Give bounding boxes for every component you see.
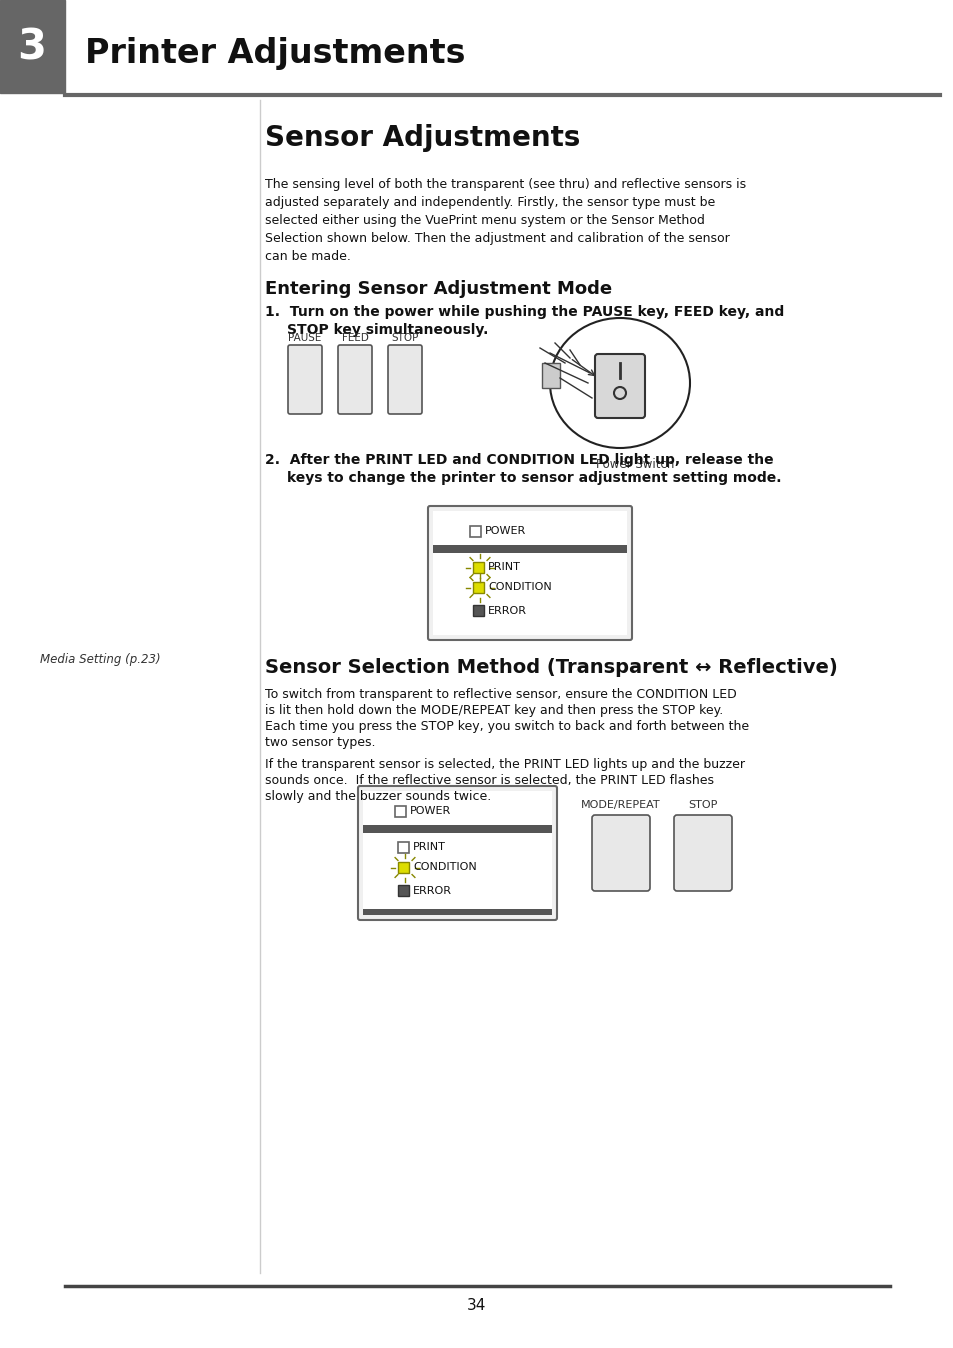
Bar (395, 806, 406, 817)
Text: PAUSE: PAUSE (288, 333, 321, 342)
Text: If the transparent sensor is selected, the PRINT LED lights up and the buzzer: If the transparent sensor is selected, t… (265, 758, 744, 771)
Bar (397, 842, 409, 853)
FancyBboxPatch shape (288, 345, 322, 414)
Text: Entering Sensor Adjustment Mode: Entering Sensor Adjustment Mode (265, 280, 612, 298)
Bar (473, 562, 483, 573)
Text: CONDITION: CONDITION (488, 582, 551, 593)
Text: is lit then hold down the MODE/REPEAT key and then press the STOP key.: is lit then hold down the MODE/REPEAT ke… (265, 704, 722, 717)
FancyBboxPatch shape (337, 345, 372, 414)
Text: Printer Adjustments: Printer Adjustments (85, 36, 465, 70)
Bar (541, 363, 559, 388)
Text: two sensor types.: two sensor types. (265, 736, 375, 749)
Text: STOP: STOP (391, 333, 418, 342)
Text: adjusted separately and independently. Firstly, the sensor type must be: adjusted separately and independently. F… (265, 195, 715, 209)
Text: Each time you press the STOP key, you switch to back and forth between the: Each time you press the STOP key, you sw… (265, 720, 748, 733)
Bar (397, 861, 409, 874)
Bar (363, 825, 552, 833)
Text: 2.  After the PRINT LED and CONDITION LED light up, release the: 2. After the PRINT LED and CONDITION LED… (265, 453, 773, 466)
Bar (470, 526, 480, 537)
Text: Media Setting (p.23): Media Setting (p.23) (40, 652, 160, 666)
Text: keys to change the printer to sensor adjustment setting mode.: keys to change the printer to sensor adj… (287, 470, 781, 485)
Text: STOP: STOP (688, 799, 717, 810)
Bar (363, 791, 552, 828)
Text: sounds once.  If the reflective sensor is selected, the PRINT LED flashes: sounds once. If the reflective sensor is… (265, 774, 713, 787)
Text: The sensing level of both the transparent (see thru) and reflective sensors is: The sensing level of both the transparen… (265, 178, 745, 191)
Text: PRINT: PRINT (413, 842, 445, 852)
Text: To switch from transparent to reflective sensor, ensure the CONDITION LED: To switch from transparent to reflective… (265, 687, 736, 701)
Bar (0, 0, 65, 93)
Text: Sensor Selection Method (Transparent ↔ Reflective): Sensor Selection Method (Transparent ↔ R… (265, 658, 837, 677)
Bar (473, 605, 483, 616)
Text: can be made.: can be made. (265, 249, 351, 263)
Text: CONDITION: CONDITION (413, 863, 476, 872)
Text: POWER: POWER (410, 806, 451, 817)
Bar (363, 833, 552, 915)
Text: slowly and the buzzer sounds twice.: slowly and the buzzer sounds twice. (265, 790, 491, 803)
Text: Selection shown below. Then the adjustment and calibration of the sensor: Selection shown below. Then the adjustme… (265, 232, 729, 245)
FancyBboxPatch shape (428, 506, 631, 640)
Bar (433, 553, 626, 635)
Text: Power Switch: Power Switch (596, 458, 674, 470)
FancyBboxPatch shape (357, 786, 557, 919)
FancyBboxPatch shape (388, 345, 421, 414)
Text: STOP key simultaneously.: STOP key simultaneously. (287, 324, 488, 337)
Text: FEED: FEED (341, 333, 368, 342)
Bar (473, 582, 483, 593)
FancyBboxPatch shape (673, 816, 731, 891)
FancyBboxPatch shape (592, 816, 649, 891)
Text: 1.  Turn on the power while pushing the PAUSE key, FEED key, and: 1. Turn on the power while pushing the P… (265, 305, 783, 319)
Bar (433, 545, 626, 553)
Bar (397, 886, 409, 896)
Bar (363, 909, 552, 915)
Text: 34: 34 (467, 1298, 486, 1313)
Text: POWER: POWER (484, 527, 526, 537)
Bar (433, 511, 626, 549)
Text: 3: 3 (17, 27, 47, 69)
Text: PRINT: PRINT (488, 562, 520, 573)
Text: Sensor Adjustments: Sensor Adjustments (265, 124, 579, 152)
Text: selected either using the VuePrint menu system or the Sensor Method: selected either using the VuePrint menu … (265, 214, 704, 226)
FancyBboxPatch shape (595, 355, 644, 418)
Text: ERROR: ERROR (488, 605, 526, 616)
Text: MODE/REPEAT: MODE/REPEAT (580, 799, 660, 810)
Text: ERROR: ERROR (413, 886, 452, 895)
